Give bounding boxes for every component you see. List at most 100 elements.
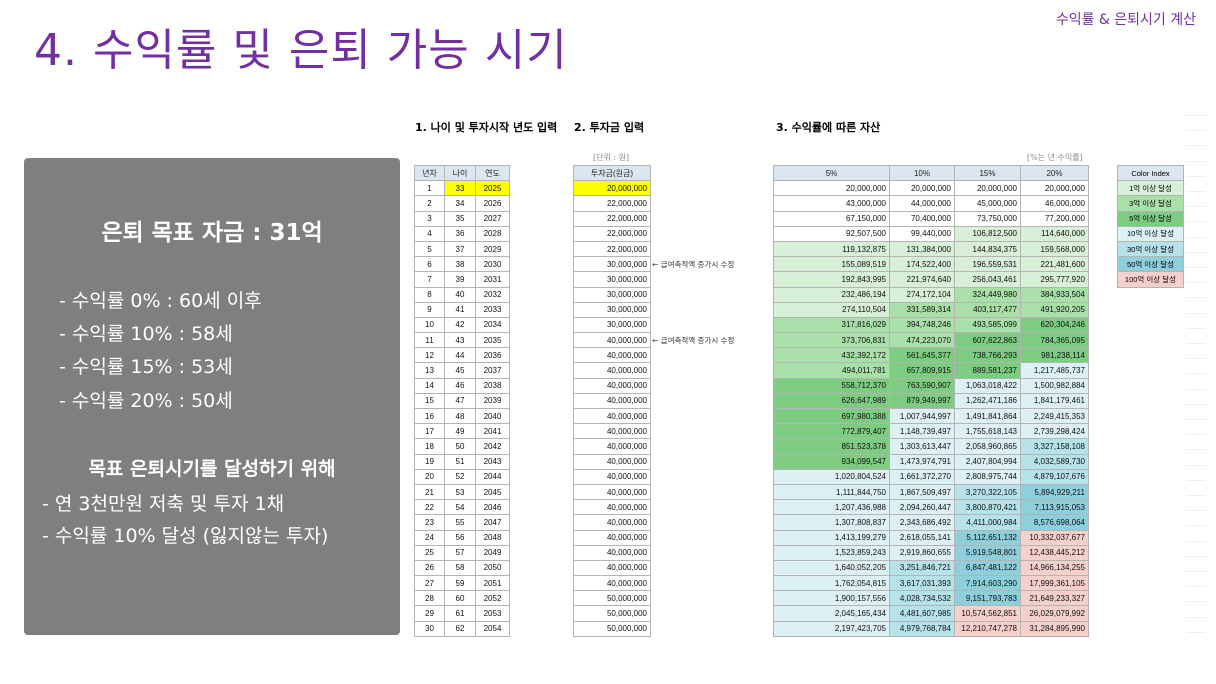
grid-line [1186, 175, 1206, 177]
investment-cell[interactable]: 40,000,000 [573, 453, 651, 470]
table-row: 558,712,370 763,590,907 1,063,018,422 1,500… [773, 377, 1089, 394]
asset-cell: 2,249,415,353 [1020, 407, 1089, 425]
investment-cell[interactable]: 40,000,000 [573, 362, 651, 379]
table-row: 13 45 2037 [414, 362, 510, 379]
table-cell: 8 [414, 286, 445, 303]
asset-cell: 20,000,000 [773, 180, 890, 197]
investment-cell[interactable]: 30,000,000 [573, 301, 651, 318]
table-cell: 24 [414, 529, 445, 546]
age-year-table: 년차 나이 연도 1 33 2025 2 34 2026 3 35 2027 4 36 2028 5 37… [414, 164, 510, 637]
col-header: 나이 [444, 164, 476, 182]
investment-cell[interactable]: 22,000,000 [573, 225, 651, 242]
investment-cell[interactable]: 40,000,000 [573, 347, 651, 364]
table-row: 24 56 2048 [414, 529, 510, 546]
investment-cell[interactable]: 40,000,000 [573, 468, 651, 485]
table-cell: 35 [444, 210, 476, 227]
investment-cell[interactable]: 50,000,000 [573, 590, 651, 607]
table-cell: 14 [414, 377, 445, 394]
grid-line [1186, 358, 1206, 360]
investment-cell[interactable]: 40,000,000 [573, 575, 651, 592]
table-cell: 2032 [475, 286, 510, 303]
grid-line [1186, 327, 1206, 329]
asset-cell: 403,117,477 [954, 301, 1021, 318]
legend-row: 100억 이상 달성 [1117, 271, 1184, 288]
table-row: 22,000,000 [573, 225, 651, 242]
table-cell: 38 [444, 256, 476, 273]
investment-cell[interactable]: 40,000,000 [573, 377, 651, 394]
investment-cell[interactable]: 40,000,000 [573, 544, 651, 561]
table-cell: 39 [444, 271, 476, 288]
section-title-investment: 2. 투자금 입력 [574, 121, 645, 134]
unit-label: [단위 : 원] [593, 153, 630, 162]
asset-cell: 5,919,548,801 [954, 544, 1021, 561]
table-cell: 3 [414, 210, 445, 227]
table-row: 40,000,000 [573, 377, 651, 394]
table-cell: 59 [444, 575, 476, 592]
investment-cell[interactable]: 40,000,000 [573, 407, 651, 425]
investment-cell[interactable]: 40,000,000 [573, 514, 651, 531]
table-row: 30 62 2054 [414, 620, 510, 637]
table-cell: 30 [414, 620, 445, 637]
table-cell: 48 [444, 407, 476, 425]
table-cell: 25 [414, 544, 445, 561]
investment-cell[interactable]: 40,000,000 [573, 483, 651, 501]
table-row: 232,486,194 274,172,104 324,449,980 384,933… [773, 286, 1089, 303]
page-title: 4. 수익률 및 은퇴 가능 시기 [34, 25, 568, 76]
asset-cell: 4,879,107,676 [1020, 468, 1089, 485]
asset-cell: 10,332,037,677 [1020, 529, 1089, 546]
investment-cell[interactable]: 30,000,000 [573, 256, 651, 273]
table-row: 40,000,000 [573, 529, 651, 546]
table-row: 20,000,000 [573, 180, 651, 197]
investment-cell[interactable]: 40,000,000 [573, 438, 651, 455]
asset-cell: 1,207,436,988 [773, 499, 890, 516]
color-index-legend: Color Index 1억 이상 달성 3억 이상 달성 5억 이상 달성 10억 … [1117, 164, 1184, 288]
table-row: 1,523,859,243 2,919,860,655 5,919,548,801 1… [773, 544, 1089, 561]
investment-cell[interactable]: 30,000,000 [573, 286, 651, 303]
investment-cell[interactable]: 30,000,000 [573, 271, 651, 288]
investment-cell[interactable]: 50,000,000 [573, 605, 651, 622]
asset-cell: 3,270,322,105 [954, 483, 1021, 501]
table-cell[interactable]: 2025 [475, 180, 510, 197]
table-row: 1,762,054,815 3,617,031,393 7,914,603,290 1… [773, 575, 1089, 592]
asset-cell: 491,920,205 [1020, 301, 1089, 318]
table-row: 40,000,000 [573, 544, 651, 561]
investment-cell[interactable]: 40,000,000 [573, 559, 651, 577]
table-row: 8 40 2032 [414, 286, 510, 303]
investment-cell[interactable]: 40,000,000 [573, 423, 651, 440]
asset-cell: 324,449,980 [954, 286, 1021, 303]
table-row: 14 46 2038 [414, 377, 510, 394]
asset-cell: 1,762,054,815 [773, 575, 890, 592]
table-row: 2 34 2026 [414, 195, 510, 212]
investment-cell[interactable]: 22,000,000 [573, 195, 651, 212]
table-cell[interactable]: 33 [444, 180, 476, 197]
table-cell: 53 [444, 483, 476, 501]
asset-cell: 45,000,000 [954, 195, 1021, 212]
investment-cell[interactable]: 22,000,000 [573, 210, 651, 227]
table-cell: 51 [444, 453, 476, 470]
investment-cell[interactable]: 40,000,000 [573, 392, 651, 410]
investment-cell[interactable]: 30,000,000 [573, 316, 651, 334]
investment-cell[interactable]: 40,000,000 [573, 499, 651, 516]
asset-cell: 2,739,298,424 [1020, 423, 1089, 440]
asset-cell: 494,011,781 [773, 362, 890, 379]
asset-cell: 2,045,165,434 [773, 605, 890, 622]
asset-cell: 144,834,375 [954, 240, 1021, 258]
table-row: 155,089,519 174,522,400 196,559,531 221,481… [773, 256, 1089, 273]
table-row: 317,816,029 394,748,246 493,585,099 620,304… [773, 316, 1089, 334]
investment-cell[interactable]: 20,000,000 [573, 180, 651, 197]
investment-cell[interactable]: 50,000,000 [573, 620, 651, 637]
col-header: 10% [889, 164, 955, 182]
investment-cell[interactable]: 22,000,000 [573, 240, 651, 258]
table-row: 22,000,000 [573, 210, 651, 227]
asset-cell: 232,486,194 [773, 286, 890, 303]
asset-cell: 106,812,500 [954, 225, 1021, 242]
asset-cell: 879,949,997 [889, 392, 955, 410]
legend-item: 100억 이상 달성 [1117, 271, 1184, 288]
table-row: 22,000,000 [573, 240, 651, 258]
investment-cell[interactable]: 40,000,000 [573, 529, 651, 546]
investment-cell[interactable]: 40,000,000 [573, 332, 651, 349]
asset-cell: 558,712,370 [773, 377, 890, 394]
grid-line [1186, 601, 1206, 603]
grid-line [1186, 191, 1206, 192]
grid-line [1186, 145, 1206, 147]
